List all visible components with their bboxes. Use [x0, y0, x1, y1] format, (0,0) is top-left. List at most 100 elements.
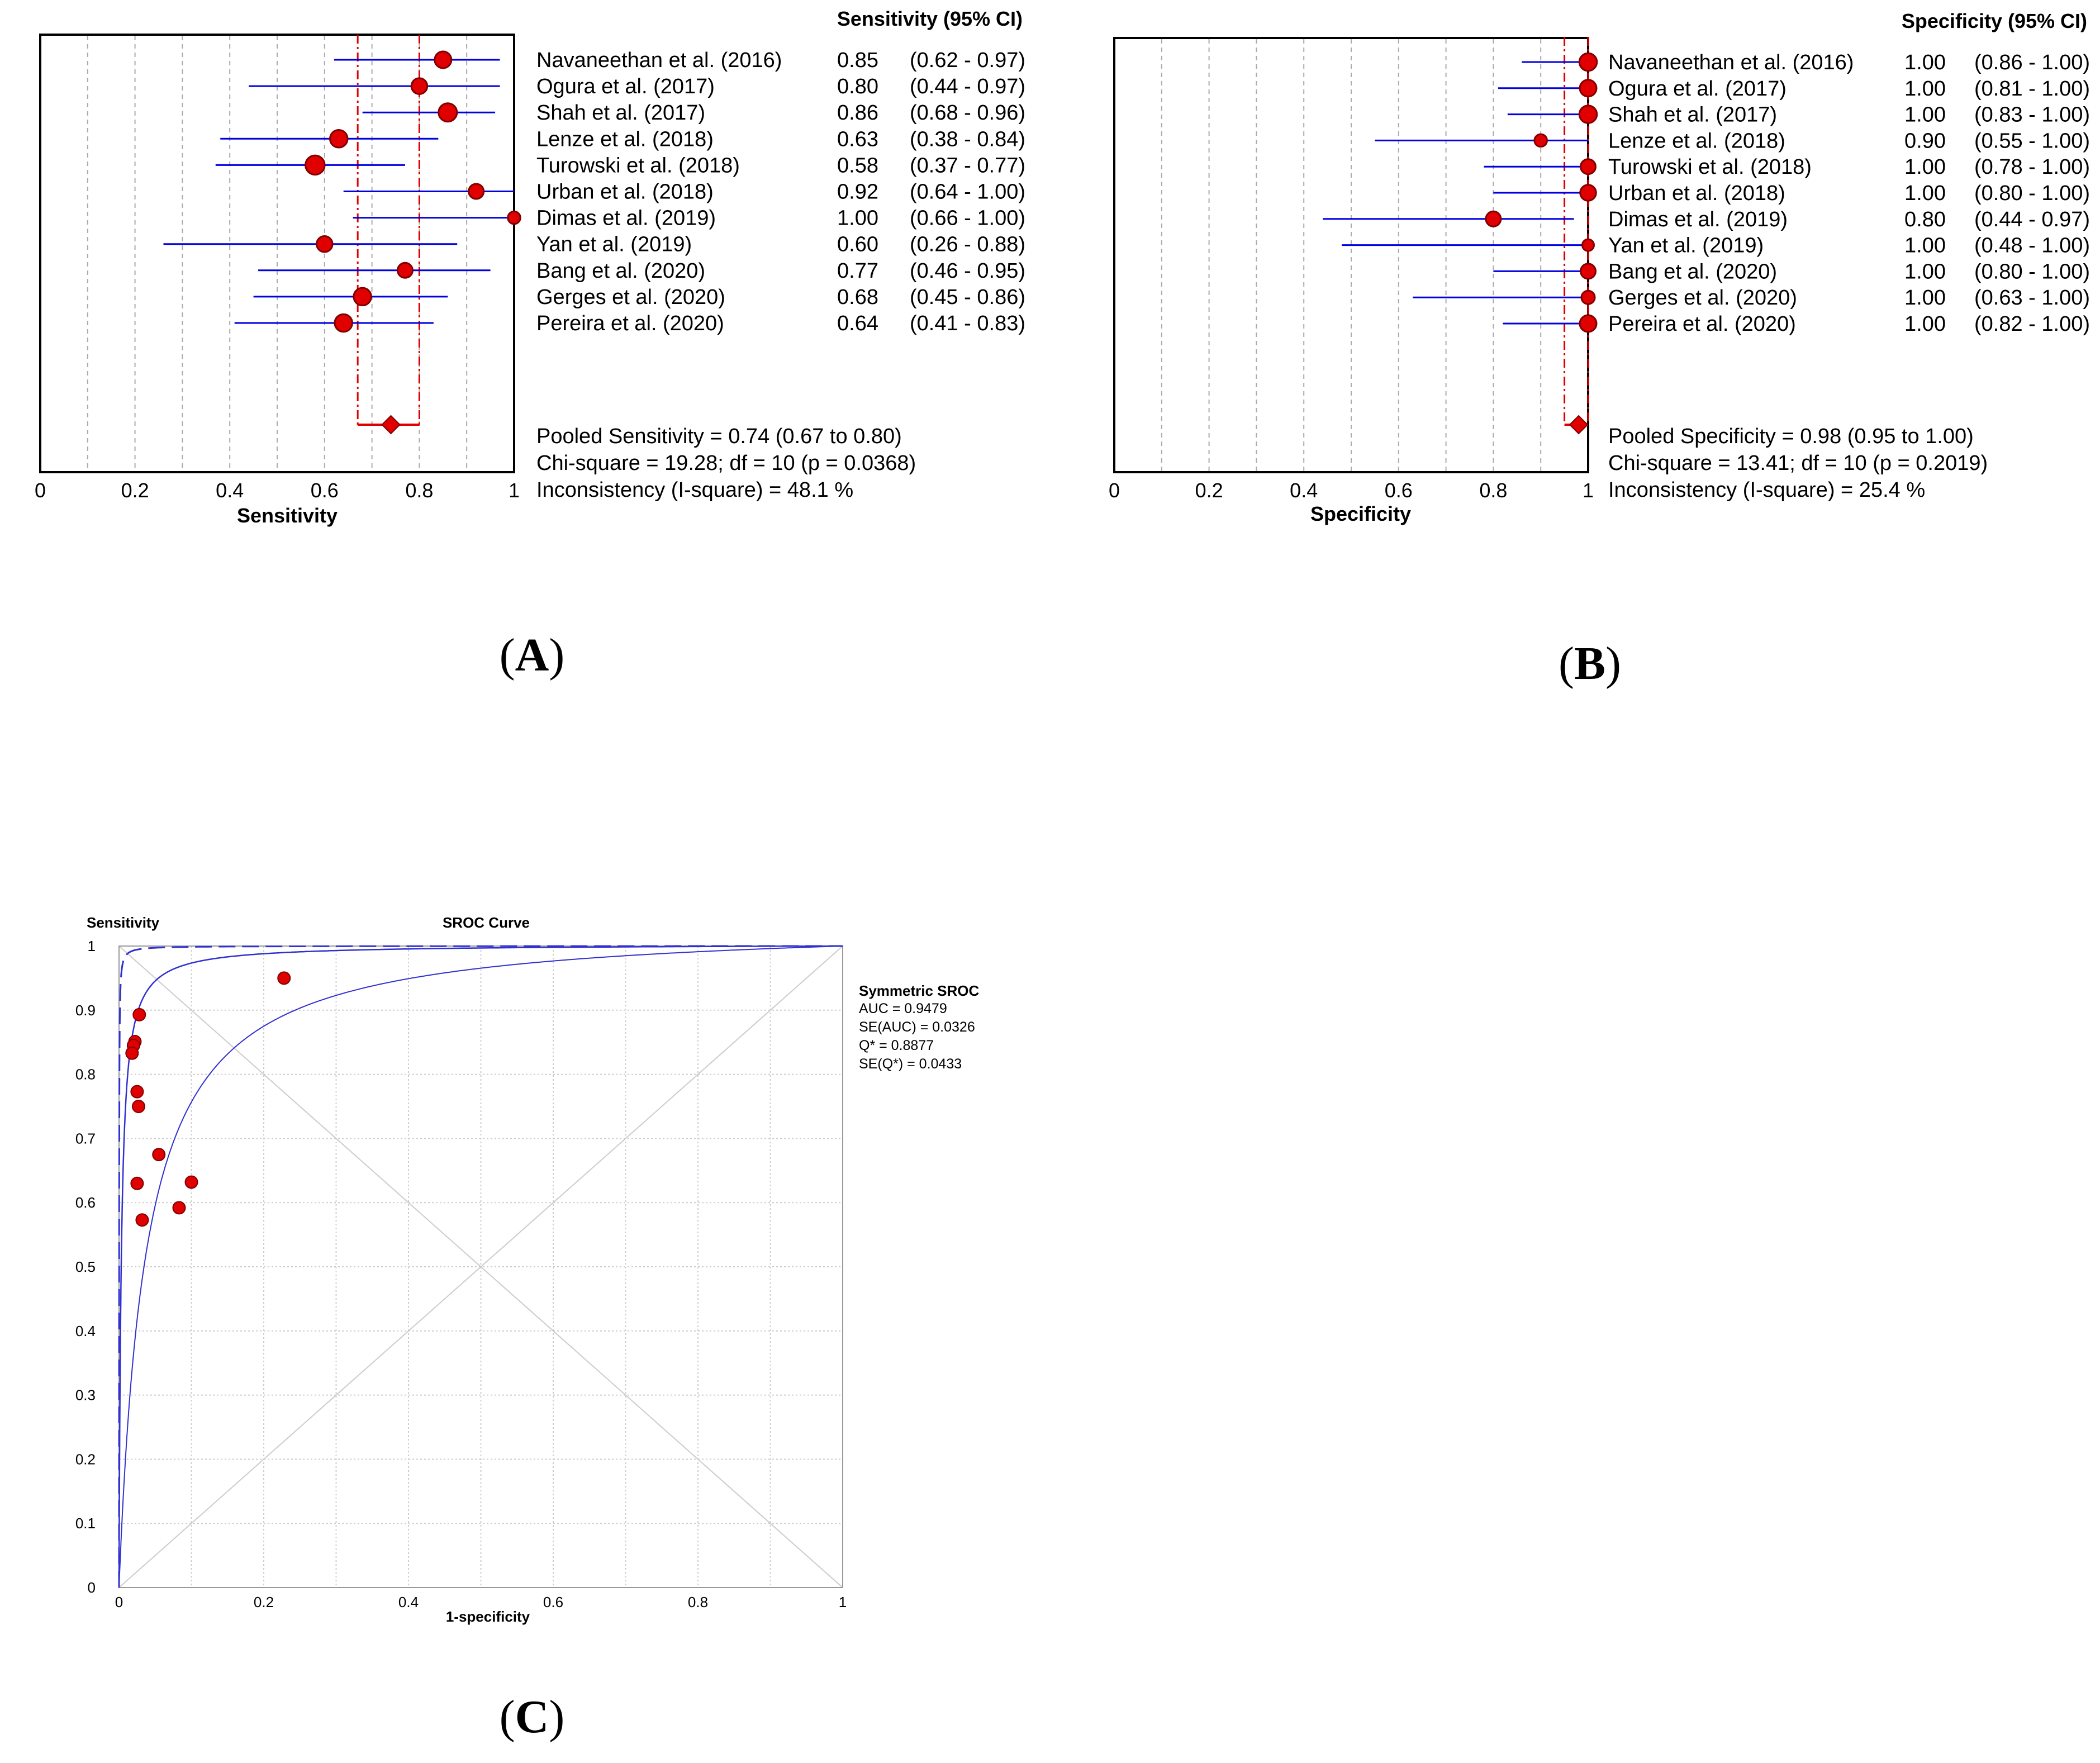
- panel-c-sroc-curves: [118, 945, 843, 1588]
- panel-c-y-axis-label: Sensitivity: [87, 914, 160, 931]
- panel-c-study-point: [152, 1148, 166, 1162]
- panel-a-study-point: [438, 102, 458, 123]
- panel-b-study-estimate: 0.80: [1904, 208, 1946, 231]
- panel-b-study-name: Lenze et al. (2018): [1608, 129, 1785, 153]
- panel-c-study-point: [172, 1201, 186, 1215]
- panel-c-x-tick-label: 0.4: [398, 1594, 419, 1610]
- panel-a-summary-line: Inconsistency (I-square) = 48.1 %: [536, 478, 853, 502]
- panel-b-study-name: Ogura et al. (2017): [1608, 77, 1787, 101]
- panel-a-study-estimate: 0.64: [837, 312, 878, 335]
- panel-c-legend-line: SE(AUC) = 0.0326: [859, 1019, 975, 1035]
- panel-b-study-ci: (0.82 - 1.00): [1974, 312, 2090, 336]
- panel-c-study-point: [131, 1100, 145, 1113]
- panel-b-study-ci: (0.80 - 1.00): [1974, 182, 2090, 205]
- panel-c-study-point: [135, 1213, 149, 1227]
- panel-a-study-name: Bang et al. (2020): [536, 259, 705, 283]
- panel-a-study-point: [305, 154, 326, 176]
- panel-b-pooled-diamond: [1569, 415, 1589, 435]
- panel-b-x-tick-label: 0: [1109, 479, 1120, 502]
- panel-b-letter-text: B: [1574, 638, 1605, 690]
- panel-c-y-tick-label: 1: [88, 938, 96, 954]
- panel-b-study-estimate: 1.00: [1904, 103, 1946, 127]
- panel-a-study-point: [329, 129, 349, 149]
- panel-c-y-tick-label: 0.4: [75, 1323, 96, 1339]
- panel-a-summary-line: Pooled Sensitivity = 0.74 (0.67 to 0.80): [536, 425, 902, 448]
- panel-c-y-tick-label: 0: [88, 1579, 96, 1596]
- panel-b-x-tick-label: 0.2: [1195, 479, 1223, 502]
- panel-a-study-name: Yan et al. (2019): [536, 233, 692, 256]
- panel-c-y-tick-label: 0.1: [75, 1515, 96, 1532]
- panel-b-study-ci: (0.78 - 1.00): [1974, 155, 2090, 179]
- panel-b-study-estimate: 1.00: [1904, 51, 1946, 74]
- panel-b-summary-line: Inconsistency (I-square) = 25.4 %: [1608, 478, 1925, 502]
- panel-c-study-point: [277, 971, 291, 985]
- panel-c-y-tick-label: 0.8: [75, 1066, 96, 1083]
- panel-b-study-ci: (0.63 - 1.00): [1974, 286, 2090, 310]
- panel-a-study-estimate: 0.80: [837, 75, 878, 98]
- panel-c-gridlines: [118, 945, 843, 1588]
- panel-a-study-name: Pereira et al. (2020): [536, 312, 724, 335]
- panel-c-legend-stats: AUC = 0.9479 SE(AUC) = 0.0326 Q* = 0.8877 S…: [859, 1001, 975, 1072]
- panel-c-y-tick-label: 0.2: [75, 1451, 96, 1467]
- panel-b-study-ci: (0.44 - 0.97): [1974, 208, 2090, 231]
- panel-a-study-estimate: 0.86: [837, 101, 878, 125]
- panel-b-study-name: Urban et al. (2018): [1608, 182, 1785, 205]
- panel-a-study-ci: (0.64 - 1.00): [910, 180, 1025, 204]
- panel-c-x-tick-label: 0.6: [543, 1594, 563, 1610]
- panel-c-legend-line: Q* = 0.8877: [859, 1038, 934, 1053]
- panel-c-title: SROC Curve: [443, 914, 530, 931]
- panel-a-letter-text: A: [515, 629, 549, 681]
- panel-b-x-tick-label: 0.6: [1385, 479, 1413, 502]
- panel-c-legend-line: AUC = 0.9479: [859, 1001, 947, 1016]
- panel-b-study-estimate: 1.00: [1904, 260, 1946, 283]
- panel-b-study-estimate: 1.00: [1904, 77, 1946, 101]
- panel-b-study-name: Yan et al. (2019): [1608, 234, 1764, 258]
- panel-a-study-point: [316, 235, 334, 253]
- panel-a-study-point: [410, 77, 429, 95]
- panel-b-study-point: [1579, 79, 1598, 98]
- panel-c-x-tick-label: 0.8: [688, 1594, 708, 1610]
- panel-a-x-ticks: 0 0.2 0.4 0.6 0.8 1: [35, 479, 520, 502]
- panel-b-study-point: [1578, 52, 1598, 72]
- panel-a-study-estimate: 0.63: [837, 127, 878, 151]
- panel-c-x-tick-label: 0: [115, 1594, 123, 1610]
- panel-b-study-name: Gerges et al. (2020): [1608, 286, 1797, 310]
- panel-a-x-tick-label: 0.2: [121, 479, 149, 502]
- panel-c-x-tick-label: 1: [839, 1594, 847, 1610]
- panel-c-study-point: [130, 1176, 144, 1190]
- panel-b-study-estimate: 0.90: [1904, 129, 1946, 153]
- panel-a-table-header: Sensitivity (95% CI): [837, 7, 1023, 30]
- panel-c-y-tick-label: 0.6: [75, 1194, 96, 1211]
- panel-a-study-name: Ogura et al. (2017): [536, 75, 715, 98]
- panel-a-study-point: [353, 287, 372, 307]
- panel-b-study-markers: [1323, 52, 1598, 333]
- panel-b-x-tick-label: 0.8: [1479, 479, 1507, 502]
- panel-a-plot-frame: [39, 34, 515, 473]
- panel-a-study-ci: (0.62 - 0.97): [910, 49, 1025, 72]
- panel-b-study-point: [1579, 314, 1598, 333]
- panel-a-study-name: Dimas et al. (2019): [536, 207, 716, 230]
- panel-c-sroc-upper-ci-curve: [118, 945, 843, 1588]
- panel-c-y-tick-label: 0.3: [75, 1387, 96, 1404]
- panel-a-study-point: [434, 50, 453, 69]
- panel-c-study-points: [125, 971, 291, 1227]
- panel-a-study-point: [334, 313, 353, 333]
- panel-b-study-point: [1580, 289, 1596, 305]
- panel-b-study-ci: (0.81 - 1.00): [1974, 77, 2090, 101]
- panel-b-plot-frame: [1113, 37, 1589, 473]
- panel-c-study-point: [130, 1085, 144, 1099]
- panel-a-study-estimate: 0.60: [837, 233, 878, 256]
- panel-a-study-name: Gerges et al. (2020): [536, 286, 725, 309]
- panel-a-study-name: Lenze et al. (2018): [536, 127, 714, 151]
- panel-a-summary-line: Chi-square = 19.28; df = 10 (p = 0.0368): [536, 452, 916, 475]
- panel-b-x-axis-label: Specificity: [1310, 502, 1411, 525]
- panel-b-study-name: Pereira et al. (2020): [1608, 312, 1796, 336]
- panel-b-x-tick-label: 1: [1583, 479, 1594, 502]
- panel-b-letter: (B): [1559, 638, 1621, 690]
- panel-a-study-ci: (0.37 - 0.77): [910, 154, 1025, 177]
- panel-c-legend-line: SE(Q*) = 0.0433: [859, 1056, 962, 1072]
- panel-a-study-ci: (0.44 - 0.97): [910, 75, 1025, 98]
- panel-b-summary-stats: Pooled Specificity = 0.98 (0.95 to 1.00)…: [1608, 425, 1988, 502]
- panel-b-study-ci: (0.55 - 1.00): [1974, 129, 2090, 153]
